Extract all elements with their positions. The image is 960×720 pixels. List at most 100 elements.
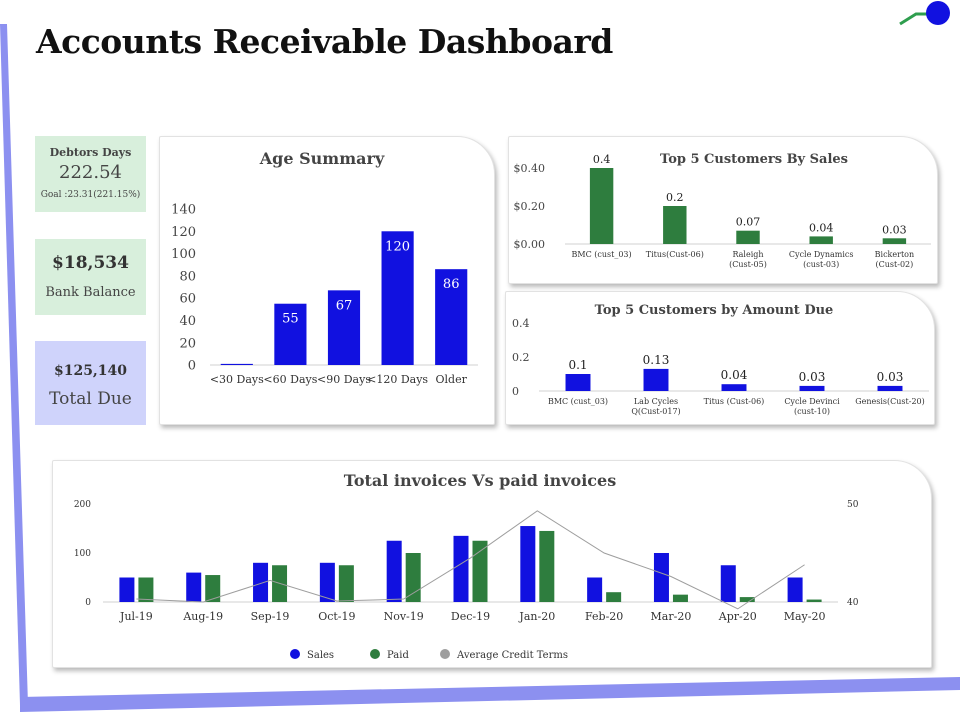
top-due-panel: Top 5 Customers by Amount Due 0 0.2 0.4 0.1 B… <box>505 291 935 425</box>
category-label: Lab Cycles Q(Cust-017) <box>631 397 680 416</box>
bar <box>663 206 687 244</box>
data-label: 0.1 <box>568 358 587 372</box>
y-tick-label: $0.00 <box>514 238 546 251</box>
bar <box>589 168 614 244</box>
y2-tick-label: 50 <box>847 500 859 510</box>
legend-marker <box>440 649 450 659</box>
category-label-line: (Cust-05) <box>729 260 767 269</box>
y-tick-label: $0.40 <box>514 162 546 175</box>
bar <box>327 290 361 365</box>
line-average-credit-terms <box>136 510 805 610</box>
category-label: <120 Days <box>367 373 428 386</box>
category-label-line: Cycle Dynamics <box>789 250 854 259</box>
bar-sales <box>587 577 603 602</box>
kpi-due-label: Total Due <box>49 389 132 409</box>
bar-paid <box>739 597 755 602</box>
y-tick-label: 60 <box>179 292 196 307</box>
data-label: 0.4 <box>593 153 611 166</box>
category-label-line: <120 Days <box>367 373 428 386</box>
y-tick-label: 200 <box>74 500 91 510</box>
kpi-total-due: $125,140 Total Due <box>35 341 146 425</box>
frame-left-stripe <box>0 24 28 705</box>
bar-paid <box>405 553 421 602</box>
legend-marker <box>370 649 380 659</box>
data-label: 120 <box>385 239 410 254</box>
chart-title: Top 5 Customers by Amount Due <box>595 303 834 318</box>
bar-paid <box>539 530 555 602</box>
category-label-line: Q(Cust-017) <box>631 407 680 416</box>
data-label: 0.04 <box>721 368 748 382</box>
bar <box>220 363 253 365</box>
x-tick-label: Jan-20 <box>518 610 555 623</box>
category-label-line: Older <box>436 373 468 386</box>
bar <box>565 374 591 391</box>
category-label: Titus(Cust-06) <box>646 250 704 259</box>
chart-title: Top 5 Customers By Sales <box>660 152 848 167</box>
data-label: 67 <box>336 298 353 313</box>
chart-title: Total invoices Vs paid invoices <box>344 471 616 490</box>
top-due-chart: Top 5 Customers by Amount Due 0 0.2 0.4 0.1 B… <box>512 303 929 416</box>
data-label: 55 <box>282 312 299 327</box>
x-tick-label: Mar-20 <box>651 610 692 623</box>
category-label-line: Raleigh <box>732 250 763 259</box>
bar <box>736 230 760 244</box>
kpi-debtors-value: 222.54 <box>59 162 122 183</box>
bar-paid <box>672 594 688 602</box>
y-tick-label: 40 <box>179 314 196 329</box>
category-label: BMC (cust_03) <box>572 250 632 259</box>
data-label: 1 <box>233 372 241 387</box>
page-title: Accounts Receivable Dashboard <box>36 22 613 61</box>
bar <box>435 269 468 365</box>
category-label: BMC (cust_03) <box>548 397 608 406</box>
x-tick-label: Apr-20 <box>718 610 757 623</box>
x-tick-label: May-20 <box>784 610 826 623</box>
category-label-line: <90 Days <box>317 373 371 386</box>
legend-label: Paid <box>387 650 409 661</box>
legend-marker <box>290 649 300 659</box>
y-tick-label: 0 <box>85 598 91 608</box>
category-label: Cycle Dynamics (cust-03) <box>789 250 854 269</box>
category-label: Titus (Cust-06) <box>704 397 765 406</box>
age-summary-panel: Age Summary 0 20 40 60 80 100 120 140 1 <30 Days 55… <box>159 136 495 425</box>
bar-paid <box>338 565 354 602</box>
category-label-line: Lab Cycles <box>634 397 678 406</box>
data-label: 0.13 <box>643 353 670 367</box>
bar-sales <box>119 577 135 602</box>
bar <box>721 384 747 391</box>
age-summary-chart: Age Summary 0 20 40 60 80 100 120 140 1<30 Days 55… <box>171 149 478 387</box>
category-label-line: Cycle Devinci <box>784 397 840 406</box>
y-tick-label: 0.4 <box>512 317 530 330</box>
legend-label: Average Credit Terms <box>456 650 568 661</box>
bar <box>882 238 907 244</box>
kpi-bank-balance: $18,534 Bank Balance <box>35 239 146 315</box>
category-label: Cycle Devinci (cust-10) <box>784 397 840 416</box>
kpi-debtors-days: Debtors Days 222.54 Goal :23.31(221.15%) <box>35 136 146 212</box>
category-label: Bickerton (Cust-02) <box>875 250 915 269</box>
data-label: 0.07 <box>736 216 761 229</box>
kpi-bank-value: $18,534 <box>52 253 129 273</box>
category-label: Raleigh (Cust-05) <box>729 250 767 269</box>
category-label: <30 Days <box>210 373 264 386</box>
y-tick-label: 0 <box>512 385 519 398</box>
category-label: Genesis(Cust-20) <box>855 397 925 406</box>
data-label: 0.2 <box>666 191 684 204</box>
data-label: 0.04 <box>809 221 834 234</box>
invoices-panel: Total invoices Vs paid invoices 0 100 200 40… <box>52 460 932 668</box>
category-label: <90 Days <box>317 373 371 386</box>
bar-sales <box>319 562 335 602</box>
x-tick-label: Oct-19 <box>318 610 355 623</box>
bar-sales <box>653 553 669 602</box>
top-sales-chart: Top 5 Customers By Sales $0.00 $0.20 $0.40 0… <box>514 152 931 269</box>
category-label-line: <30 Days <box>210 373 264 386</box>
data-label: 0.03 <box>799 370 826 384</box>
y-tick-label: 140 <box>171 203 196 218</box>
bar <box>799 385 825 391</box>
category-label-line: (cust-10) <box>794 407 830 416</box>
kpi-debtors-goal: Goal :23.31(221.15%) <box>40 190 141 200</box>
kpi-bank-label: Bank Balance <box>45 285 136 300</box>
x-tick-label: Dec-19 <box>451 610 490 623</box>
bar <box>381 231 414 365</box>
category-label-line: (Cust-02) <box>876 260 914 269</box>
category-label-line: Titus(Cust-06) <box>646 250 704 259</box>
